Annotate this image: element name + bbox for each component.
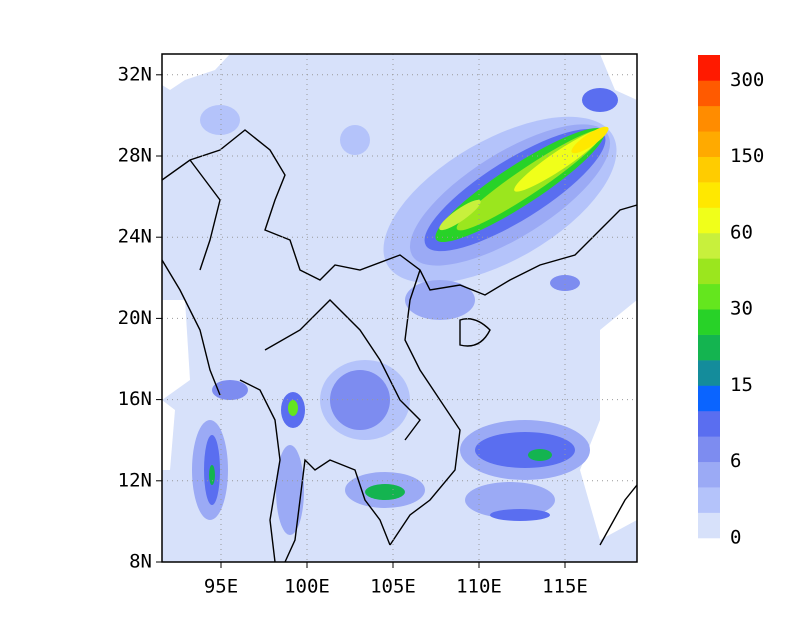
lat-tick-label: 20N [118, 307, 152, 329]
lat-tick-label: 12N [118, 469, 152, 491]
colorbar-label: 300 [730, 69, 764, 91]
colorbar-box [698, 436, 720, 463]
lat-tick-label: 32N [118, 63, 152, 85]
colorbar: 0 6 15 30 60 150 300 [698, 55, 764, 549]
lon-tick-label: 100E [284, 576, 330, 598]
colorbar-box [698, 512, 720, 539]
lat-tick-label: 24N [118, 226, 152, 248]
colorbar-box [698, 207, 720, 234]
lat-tick-label: 28N [118, 145, 152, 167]
colorbar-box [698, 156, 720, 183]
rain-blobs [192, 88, 618, 535]
dry-area [162, 300, 190, 400]
dry-area [162, 54, 230, 90]
colorbar-box [698, 309, 720, 335]
colorbar-box [698, 487, 720, 513]
colorbar-box [698, 385, 720, 412]
dry-area [162, 400, 175, 470]
colorbar-label: 150 [730, 145, 764, 167]
lat-tick-label: 8N [129, 551, 152, 573]
colorbar-box [698, 258, 720, 285]
colorbar-box [698, 131, 720, 157]
colorbar-box [698, 334, 720, 361]
colorbar-label: 60 [730, 221, 753, 243]
dry-area [600, 54, 637, 100]
lon-tick-label: 110E [456, 576, 502, 598]
colorbar-box [698, 461, 720, 488]
colorbar-label: 30 [730, 298, 753, 320]
colorbar-box [698, 283, 720, 310]
colorbar-box [698, 105, 720, 132]
colorbar-label: 0 [730, 527, 741, 549]
coastlines [162, 129, 637, 562]
colorbar-box [698, 182, 720, 208]
colorbar-label: 15 [730, 374, 753, 396]
lon-tick-label: 105E [370, 576, 416, 598]
colorbar-box [698, 360, 720, 386]
colorbar-box [698, 232, 720, 259]
dry-area [580, 300, 637, 540]
lon-tick-label: 115E [542, 576, 588, 598]
lon-tick-label: 95E [204, 576, 238, 598]
precip-field [162, 54, 637, 562]
colorbar-label: 6 [730, 450, 741, 472]
colorbar-box [698, 80, 720, 107]
map-frame [161, 53, 638, 563]
lat-tick-label: 16N [118, 388, 152, 410]
colorbar-box [698, 55, 720, 81]
colorbar-box [698, 410, 720, 437]
